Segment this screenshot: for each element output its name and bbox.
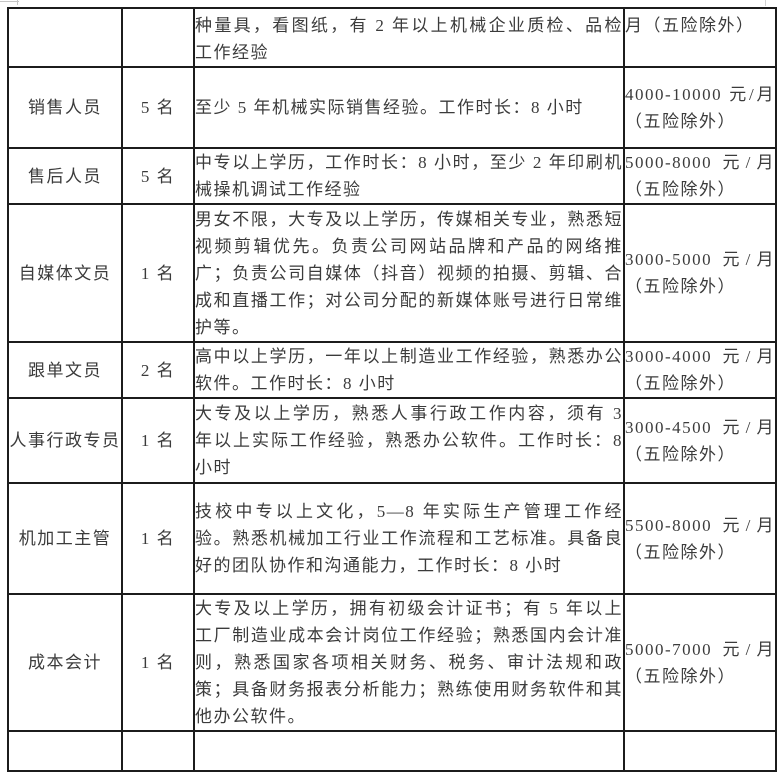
- requirements-cell: 中专以上学历，工作时长：8 小时，至少 2 年印刷机械操机调试工作经验: [193, 147, 625, 205]
- salary-cell: 3000-5000 元/月（五险除外）: [623, 203, 777, 343]
- headcount-cell: 5 名: [121, 147, 195, 205]
- headcount-cell: [121, 730, 195, 772]
- position-cell: 人事行政专员: [7, 397, 123, 484]
- headcount-cell: 5 名: [121, 66, 195, 149]
- page-remnant-mark: [0, 1, 19, 2]
- salary-cell: 3000-4000 元/月（五险除外）: [623, 341, 777, 399]
- position-cell: 销售人员: [7, 66, 123, 149]
- salary-cell: 3000-4500 元/月（五险除外）: [623, 397, 777, 484]
- table-row: 自媒体文员 1 名 男女不限，大专及以上学历，传媒相关专业，熟悉短视频剪辑优先。…: [7, 203, 777, 343]
- table-row: 成本会计 1 名 大专及以上学历，拥有初级会计证书；有 5 年以上工厂制造业成本…: [7, 593, 777, 732]
- jobs-table-container: 种量具，看图纸，有 2 年以上机械企业质检、品检工作经验 月（五险除外） 销售人…: [7, 7, 777, 772]
- requirements-cell: 大专及以上学历，熟悉人事行政工作内容，须有 3 年以上实际工作经验，熟悉办公软件…: [193, 397, 625, 484]
- position-cell: 售后人员: [7, 147, 123, 205]
- page-remnant-mark: [765, 0, 766, 6]
- headcount-cell: 1 名: [121, 593, 195, 732]
- position-cell: 成本会计: [7, 593, 123, 732]
- table-row: 跟单文员 2 名 高中以上学历，一年以上制造业工作经验，熟悉办公软件。工作时长：…: [7, 341, 777, 399]
- table-row: 人事行政专员 1 名 大专及以上学历，熟悉人事行政工作内容，须有 3 年以上实际…: [7, 397, 777, 484]
- headcount-cell: [121, 7, 195, 68]
- jobs-table: 种量具，看图纸，有 2 年以上机械企业质检、品检工作经验 月（五险除外） 销售人…: [7, 7, 777, 772]
- requirements-cell: 男女不限，大专及以上学历，传媒相关专业，熟悉短视频剪辑优先。负责公司网站品牌和产…: [193, 203, 625, 343]
- position-cell: [7, 730, 123, 772]
- requirements-cell: 技校中专以上文化，5—8 年实际生产管理工作经验。熟悉机械加工行业工作流程和工艺…: [193, 482, 625, 595]
- requirements-cell: 种量具，看图纸，有 2 年以上机械企业质检、品检工作经验: [193, 7, 625, 68]
- headcount-cell: 1 名: [121, 203, 195, 343]
- requirements-cell: 大专及以上学历，拥有初级会计证书；有 5 年以上工厂制造业成本会计岗位工作经验；…: [193, 593, 625, 732]
- table-row: 机加工主管 1 名 技校中专以上文化，5—8 年实际生产管理工作经验。熟悉机械加…: [7, 482, 777, 595]
- headcount-cell: 2 名: [121, 341, 195, 399]
- table-row: 销售人员 5 名 至少 5 年机械实际销售经验。工作时长：8 小时 4000-1…: [7, 66, 777, 149]
- table-row: 种量具，看图纸，有 2 年以上机械企业质检、品检工作经验 月（五险除外）: [7, 7, 777, 68]
- headcount-cell: 1 名: [121, 397, 195, 484]
- requirements-cell: 至少 5 年机械实际销售经验。工作时长：8 小时: [193, 66, 625, 149]
- salary-cell: 5000-7000 元/月（五险除外）: [623, 593, 777, 732]
- position-cell: 跟单文员: [7, 341, 123, 399]
- salary-cell: 4000-10000 元/月（五险除外）: [623, 66, 777, 149]
- requirements-cell: 高中以上学历，一年以上制造业工作经验，熟悉办公软件。工作时长：8 小时: [193, 341, 625, 399]
- table-row: 售后人员 5 名 中专以上学历，工作时长：8 小时，至少 2 年印刷机械操机调试…: [7, 147, 777, 205]
- salary-cell: [623, 730, 777, 772]
- table-row-partial: [7, 730, 777, 772]
- requirements-cell: [193, 730, 625, 772]
- position-cell: 自媒体文员: [7, 203, 123, 343]
- salary-cell: 5000-8000 元/月（五险除外）: [623, 147, 777, 205]
- position-cell: 机加工主管: [7, 482, 123, 595]
- position-cell: [7, 7, 123, 68]
- salary-cell: 5500-8000 元/月（五险除外）: [623, 482, 777, 595]
- page-remnant-mark: [17, 0, 18, 5]
- salary-cell: 月（五险除外）: [623, 7, 777, 68]
- headcount-cell: 1 名: [121, 482, 195, 595]
